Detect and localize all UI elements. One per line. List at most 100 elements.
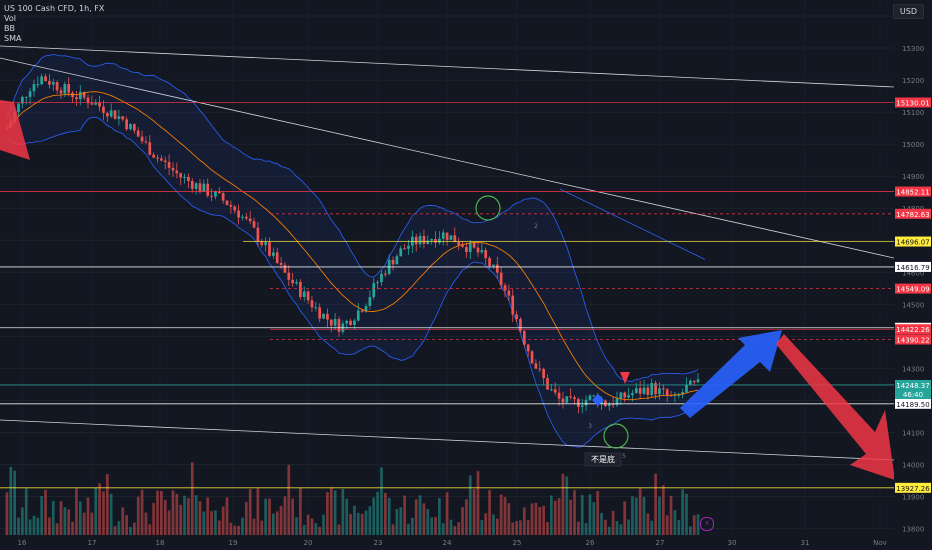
candle-body <box>534 363 538 369</box>
volume-bar <box>271 513 275 535</box>
volume-bar <box>237 525 240 535</box>
candle-body <box>244 216 248 219</box>
candle-body <box>113 110 117 119</box>
volume-bar <box>696 514 700 535</box>
candle-body <box>453 235 457 243</box>
candle-body <box>268 242 271 256</box>
candle-body <box>476 247 480 253</box>
candle-body <box>117 116 121 119</box>
price-label: 14616.79 <box>896 264 929 272</box>
candle-body <box>237 210 240 218</box>
candle-body <box>569 396 573 398</box>
currency-button[interactable]: USD <box>892 4 924 19</box>
volume-bar <box>326 492 329 535</box>
candle-body <box>665 389 669 396</box>
volume-bar <box>441 523 445 535</box>
volume-bar <box>187 498 190 535</box>
volume-bar <box>341 489 345 535</box>
candle-body <box>210 195 213 197</box>
volume-bar <box>522 507 526 535</box>
indicator-sma[interactable]: SMA <box>4 34 22 43</box>
volume-bar <box>148 524 152 535</box>
volume-bar <box>569 499 573 535</box>
volume-bar <box>461 507 464 535</box>
candle-body <box>48 81 51 85</box>
annotation-text: 不是底 <box>591 454 615 464</box>
candle-body <box>144 141 148 143</box>
volume-bar <box>642 496 646 535</box>
volume-bar <box>488 490 491 535</box>
volume-bar <box>67 509 71 535</box>
candle-body <box>654 383 657 395</box>
volume-bar <box>194 495 198 535</box>
candle-body <box>67 84 71 93</box>
indicator-bb[interactable]: BB <box>4 24 15 33</box>
annotation-text: 2 <box>534 223 538 230</box>
volume-bar <box>98 483 101 535</box>
trendline-upper-long <box>0 45 895 88</box>
price-label-box <box>895 283 931 294</box>
volume-bar <box>260 520 264 535</box>
candle-body <box>129 124 132 130</box>
volume-bar <box>13 470 17 535</box>
candle-body <box>333 319 337 326</box>
candle-body <box>677 394 681 396</box>
volume-bar <box>665 515 669 535</box>
candle-body <box>152 154 156 158</box>
candle-body <box>592 395 596 397</box>
volume-bar <box>322 514 325 535</box>
candle-body <box>233 206 237 211</box>
bb-middle-projection <box>559 188 706 260</box>
candle-body <box>380 273 383 283</box>
candle-body <box>132 124 136 131</box>
candle-body <box>584 399 588 406</box>
volume-bar <box>654 473 657 535</box>
volume-bar <box>484 513 488 535</box>
volume-bar <box>627 519 630 535</box>
candle-body <box>102 106 105 113</box>
volume-bar <box>28 519 32 535</box>
volume-bar <box>364 510 368 535</box>
volume-bar <box>163 499 167 535</box>
candle-body <box>631 392 634 396</box>
volume-bar <box>51 500 55 535</box>
candle-body <box>515 314 518 320</box>
volume-bar <box>472 488 476 535</box>
candle-body <box>646 387 650 395</box>
volume-bar <box>403 495 406 535</box>
candle-body <box>279 262 283 265</box>
candle-body <box>287 272 291 280</box>
price-label: 14782.63 <box>896 211 929 219</box>
x-tick-label: 16 <box>18 539 27 547</box>
x-tick-label: 19 <box>229 539 238 547</box>
lightning-icon[interactable]: ⚡ <box>700 517 714 531</box>
y-tick-label: 14600 <box>902 269 924 277</box>
y-tick-label: 13800 <box>902 526 924 534</box>
volume-bar <box>434 517 437 535</box>
candle-body <box>183 176 186 178</box>
candle-body <box>607 404 611 407</box>
volume-bar <box>546 522 549 535</box>
volume-bar <box>94 487 98 535</box>
candle-body <box>403 248 406 250</box>
candle-body <box>283 264 287 273</box>
candle-body <box>549 389 553 391</box>
candle-body <box>86 97 90 104</box>
bb-upper <box>6 54 699 382</box>
volume-bar <box>534 502 538 535</box>
candle-body <box>623 392 627 398</box>
candle-body <box>295 281 298 284</box>
volume-bar <box>295 517 298 535</box>
volume-bar <box>519 520 522 535</box>
volume-bar <box>345 498 349 535</box>
volume-bar <box>380 467 383 535</box>
candle-body <box>318 307 322 319</box>
volume-bar <box>109 493 113 535</box>
volume-bar <box>318 526 322 535</box>
volume-bar <box>588 494 592 535</box>
candle-body <box>650 383 654 395</box>
price-label: 13927.26 <box>896 485 930 493</box>
indicator-vol[interactable]: Vol <box>4 14 16 23</box>
x-tick-label: 17 <box>88 539 97 547</box>
